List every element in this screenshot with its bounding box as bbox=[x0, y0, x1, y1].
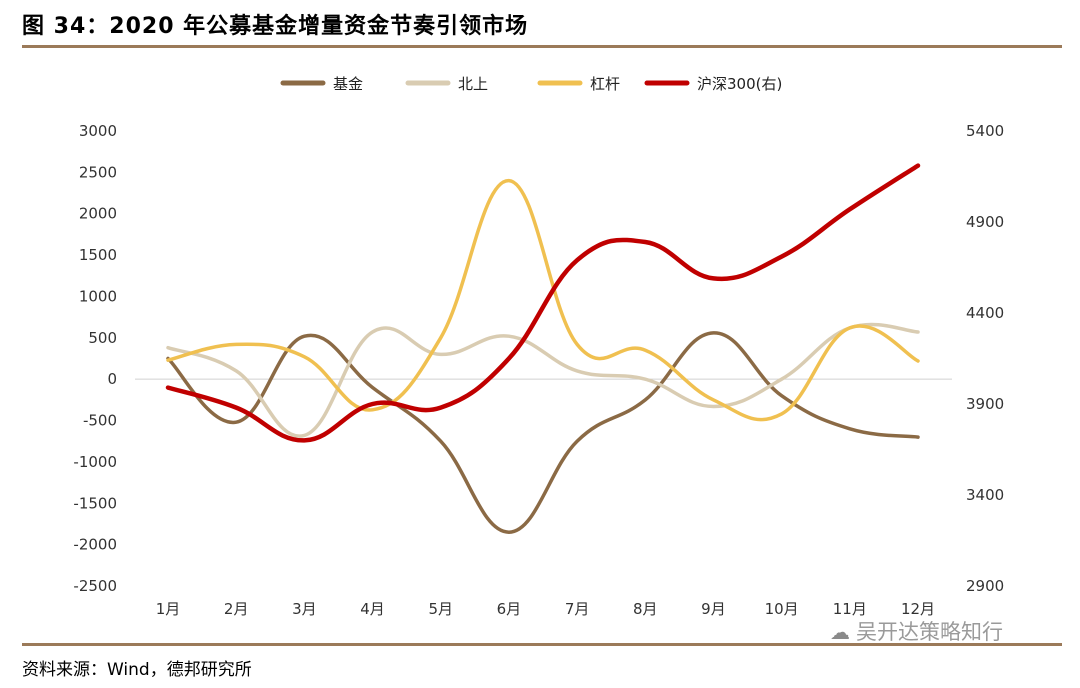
watermark-text: 吴开达策略知行 bbox=[856, 620, 1003, 644]
legend-label: 北上 bbox=[458, 75, 488, 93]
y-left-tick-label: -1000 bbox=[73, 453, 117, 471]
chart-legend: 基金 北上 杠杆 沪深300(右) bbox=[280, 75, 782, 93]
x-tick-label: 4月 bbox=[360, 600, 385, 618]
y-left-tick-label: -500 bbox=[83, 412, 117, 430]
x-tick-label: 5月 bbox=[428, 600, 453, 618]
series-line-3 bbox=[166, 178, 920, 422]
x-tick-label: 6月 bbox=[497, 600, 522, 618]
chart-title: 图 34：2020 年公募基金增量资金节奏引领市场 bbox=[22, 14, 529, 39]
x-tick-label: 3月 bbox=[292, 600, 317, 618]
y-left-tick-label: 1000 bbox=[79, 287, 117, 305]
y-right-tick-label: 2900 bbox=[966, 577, 1004, 595]
watermark: ☁ 吴开达策略知行 bbox=[830, 616, 1003, 646]
x-tick-label: 12月 bbox=[901, 600, 935, 618]
x-tick-label: 7月 bbox=[565, 600, 590, 618]
y-right-tick-label: 3900 bbox=[966, 395, 1004, 413]
footer-divider bbox=[22, 643, 1062, 646]
x-tick-label: 1月 bbox=[156, 600, 181, 618]
series-line-4 bbox=[165, 163, 921, 443]
y-axis-right: 5400 4900 4400 3900 3400 2900 bbox=[966, 122, 1004, 595]
y-right-tick-label: 3400 bbox=[966, 486, 1004, 504]
legend-label: 基金 bbox=[333, 75, 363, 93]
wechat-icon: ☁ bbox=[830, 620, 850, 644]
y-left-tick-label: 500 bbox=[88, 329, 117, 347]
y-left-tick-label: 3000 bbox=[79, 122, 117, 140]
y-right-tick-label: 5400 bbox=[966, 122, 1004, 140]
source-note: 资料来源：Wind，德邦研究所 bbox=[22, 660, 252, 680]
y-left-tick-label: 1500 bbox=[79, 246, 117, 264]
legend-label: 沪深300(右) bbox=[697, 75, 782, 93]
x-tick-label: 9月 bbox=[701, 600, 726, 618]
y-left-tick-label: 0 bbox=[107, 370, 117, 388]
series-lines bbox=[165, 163, 921, 534]
y-axis-left: 3000 2500 2000 1500 1000 500 0 -500 -1000 -1500 -2… bbox=[73, 122, 117, 595]
x-axis: 1月 2月 3月 4月 5月 6月 7月 8月 9月 10月 11月 12月 bbox=[135, 378, 952, 618]
y-left-tick-label: -2500 bbox=[73, 577, 117, 595]
x-tick-label: 10月 bbox=[765, 600, 799, 618]
y-left-tick-label: -1500 bbox=[73, 494, 117, 512]
series-line-2 bbox=[166, 322, 920, 438]
title-divider bbox=[22, 45, 1062, 48]
legend-label: 杠杆 bbox=[590, 75, 620, 93]
x-tick-label: 11月 bbox=[833, 600, 867, 618]
x-tick-label: 8月 bbox=[633, 600, 658, 618]
y-right-tick-label: 4400 bbox=[966, 304, 1004, 322]
y-left-tick-label: 2000 bbox=[79, 205, 117, 223]
x-tick-label: 2月 bbox=[224, 600, 249, 618]
y-left-tick-label: 2500 bbox=[79, 163, 117, 181]
y-right-tick-label: 4900 bbox=[966, 213, 1004, 231]
y-left-tick-label: -2000 bbox=[73, 536, 117, 554]
